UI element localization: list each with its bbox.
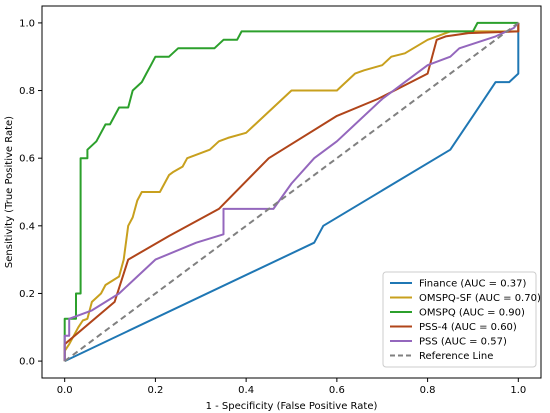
y-tick-label: 0.2 xyxy=(19,289,35,300)
series-line-1 xyxy=(64,22,520,363)
plot-frame xyxy=(41,5,542,379)
legend-label: OMSPQ (AUC = 0.90) xyxy=(419,308,525,319)
x-axis-label: 1 - Specificity (False Positive Rate) xyxy=(206,401,378,412)
series-line-4 xyxy=(63,22,520,362)
series-line-5 xyxy=(63,22,520,362)
legend-label: PSS-4 (AUC = 0.60) xyxy=(419,322,517,333)
series-line-2 xyxy=(63,22,520,362)
series-line-3 xyxy=(63,21,519,362)
x-tick-label: 1.0 xyxy=(510,385,526,396)
y-axis-label: Sensitivity (True Positive Rate) xyxy=(4,116,15,268)
y-axis-ticks: 0.0 0.2 0.4 0.6 0.8 1.0 xyxy=(19,18,42,368)
legend-label: Finance (AUC = 0.37) xyxy=(419,279,526,290)
legend: Finance (AUC = 0.37) OMSPQ-SF (AUC = 0.70… xyxy=(382,271,541,368)
y-tick-label: 1.0 xyxy=(19,18,35,29)
x-tick-label: 0.0 xyxy=(57,385,73,396)
y-tick-label: 0.4 xyxy=(19,221,35,232)
legend-label: Reference Line xyxy=(419,351,493,362)
legend-label: PSS (AUC = 0.57) xyxy=(419,337,507,348)
y-tick-label: 0.8 xyxy=(19,86,35,97)
legend-label: OMSPQ-SF (AUC = 0.70) xyxy=(419,293,541,304)
legend-box xyxy=(382,271,537,368)
x-axis-ticks: 0.0 0.2 0.4 0.6 0.8 1.0 xyxy=(57,378,526,396)
y-tick-label: 0.6 xyxy=(19,154,35,165)
x-tick-label: 0.2 xyxy=(147,385,163,396)
series-line-6 xyxy=(64,22,519,362)
y-tick-label: 0.0 xyxy=(19,357,35,368)
plot-lines xyxy=(63,21,520,363)
x-tick-label: 0.4 xyxy=(238,385,254,396)
x-tick-label: 0.8 xyxy=(420,385,436,396)
x-tick-label: 0.6 xyxy=(329,385,345,396)
